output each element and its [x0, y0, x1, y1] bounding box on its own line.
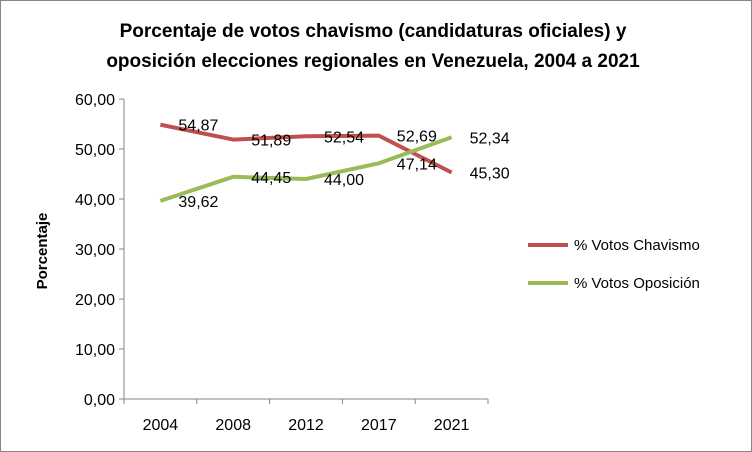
y-axis-title: Porcentaje — [34, 213, 51, 290]
x-tick-label: 2008 — [215, 417, 251, 434]
y-tick-label: 50,00 — [75, 142, 115, 159]
y-tick-label: 0,00 — [84, 392, 115, 409]
y-tick-label: 30,00 — [75, 242, 115, 259]
legend: % Votos Chavismo % Votos Oposición — [528, 237, 700, 292]
y-tick-label: 40,00 — [75, 192, 115, 209]
legend-label: % Votos Oposición — [574, 275, 700, 292]
legend-label: % Votos Chavismo — [574, 237, 700, 254]
x-axis-ticks: 2004 2008 2012 2017 2021 — [123, 399, 489, 434]
data-label: 39,62 — [178, 194, 218, 211]
x-tick-label: 2017 — [361, 417, 397, 434]
data-label: 44,00 — [324, 172, 364, 189]
axes — [123, 99, 488, 400]
data-labels: 54,87 51,89 52,54 52,69 45,30 39,62 44,45 44,00… — [178, 118, 509, 211]
y-tick-label: 60,00 — [75, 92, 115, 109]
x-tick-label: 2012 — [288, 417, 324, 434]
x-tick-label: 2021 — [434, 417, 470, 434]
series-line-1 — [159, 122, 453, 175]
data-label: 52,54 — [324, 129, 364, 146]
data-label: 52,34 — [470, 130, 510, 147]
data-label: 47,14 — [397, 156, 437, 173]
data-label: 44,45 — [251, 170, 291, 187]
data-label: 51,89 — [251, 133, 291, 150]
chart-title-line-1: Porcentaje de votos chavismo (candidatur… — [120, 21, 627, 42]
y-tick-label: 20,00 — [75, 292, 115, 309]
data-label: 45,30 — [470, 166, 510, 183]
chart-title-line-2: oposición elecciones regionales en Venez… — [106, 51, 640, 72]
series-lines — [159, 122, 453, 203]
y-tick-label: 10,00 — [75, 342, 115, 359]
x-tick-label: 2004 — [143, 417, 179, 434]
y-axis-ticks: 0,00 10,00 20,00 30,00 40,00 50,00 60,00 — [75, 92, 124, 409]
data-label: 52,69 — [397, 129, 437, 146]
data-label: 54,87 — [178, 118, 218, 135]
series-line-2 — [159, 135, 453, 203]
